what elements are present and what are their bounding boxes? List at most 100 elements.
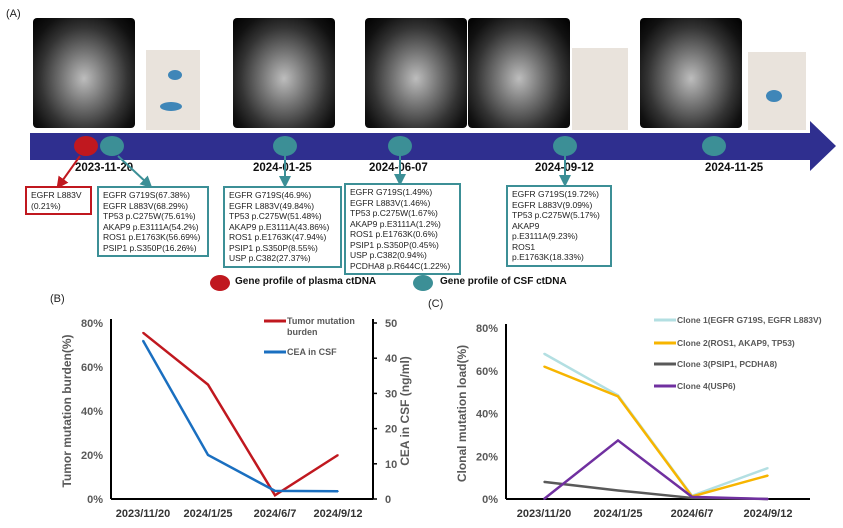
y-axis-title: Clonal mutation load(%) (455, 345, 469, 482)
timeline-arrowhead (810, 121, 836, 171)
y-tick-label: 80% (81, 318, 103, 330)
chart-b-tumor-burden-cea: 0% 20% 40% 60% 80% 2023/11/20 2024/1/25 2024/6/… (60, 316, 412, 520)
y2-tick-label: 40 (385, 353, 397, 365)
y-tick-label: 60% (476, 366, 498, 378)
mutation-line: AKAP9 p.E3111A(9.23%) (512, 220, 578, 242)
mutation-line: EGFR L883V(9.09%) (512, 199, 593, 210)
data-point (337, 490, 339, 493)
mri-image-2 (233, 18, 335, 128)
legend-label: Clone 3(PSIP1, PCDHA8) (677, 359, 777, 369)
csf-arrow (117, 155, 153, 189)
data-point (767, 467, 769, 469)
mutation-line: (0.21%) (31, 200, 61, 211)
data-point (617, 439, 619, 442)
csf-marker-4 (553, 136, 577, 156)
data-point (142, 331, 144, 334)
mutation-line: USP p.C382(27.37%) (229, 253, 311, 263)
mutation-line: TP53 p.C275W(51.48%) (229, 211, 322, 221)
mutation-line: EGFR L883V (31, 190, 82, 200)
data-point (543, 481, 545, 483)
csf-cytology-image-1 (146, 50, 200, 130)
x-tick-label: 2023/11/20 (517, 508, 571, 520)
y-axis-title: Tumor mutation burden(%) (60, 334, 74, 487)
mutation-line: EGFR L883V(49.84%) (229, 200, 315, 211)
mutation-line: PSIP1 p.S350P(16.26%) (103, 242, 197, 253)
mutation-line: AKAP9 p.E3111A(43.86%) (229, 221, 330, 232)
mri-image-1 (33, 18, 135, 128)
data-point (274, 494, 276, 497)
panel-label-c: (C) (428, 298, 444, 310)
x-tick-label: 2024/6/7 (671, 508, 714, 520)
x-tick-label: 2024/1/25 (184, 508, 233, 520)
x-tick-label: 2024/9/12 (314, 508, 363, 520)
legend-label: Clone 4(USP6) (677, 381, 736, 391)
timeline-date: 2024-06-07 (369, 162, 428, 174)
plasma-arrow (56, 155, 81, 189)
series-line-1 (543, 352, 769, 498)
panel-label-a: (A) (6, 8, 21, 20)
csf-marker-1 (100, 136, 124, 156)
data-point (337, 454, 339, 456)
plasma-marker (74, 136, 98, 156)
legend-label: Tumor mutation burden (287, 316, 357, 337)
data-point (617, 395, 619, 398)
plasma-mutation-box: EGFR L883V (0.21%) (25, 186, 92, 215)
timeline-arrows (56, 155, 571, 189)
mutation-line: EGFR G719S(1.49%) (350, 187, 433, 197)
y-tick-label: 20% (476, 451, 498, 463)
mutation-line: PCDHA8 p.R644C(1.22%) (350, 260, 451, 271)
mri-image-4 (468, 18, 570, 128)
data-point (207, 454, 209, 456)
mutation-line: TP53 p.C275W(75.61%) (103, 211, 196, 221)
mutation-line: AKAP9 p.E3111A(54.2%) (103, 221, 199, 232)
y2-tick-label: 20 (385, 424, 397, 436)
series-line-2 (141, 339, 339, 493)
series-line-2 (543, 365, 769, 498)
mutation-line: AKAP9 p.E3111A(1.2%) (350, 218, 441, 229)
y2-tick-label: 10 (385, 459, 397, 471)
y-tick-label: 0% (87, 494, 103, 506)
y2-tick-label: 50 (385, 318, 397, 330)
y-tick-label: 20% (81, 450, 103, 462)
mutation-line: PSIP1 p.S350P(8.55%) (229, 242, 318, 253)
x-tick-label: 2024/9/12 (744, 508, 793, 520)
mutation-line: EGFR L883V(68.29%) (103, 200, 189, 211)
timeline-date: 2024-11-25 (705, 162, 764, 174)
timeline-bar (30, 133, 812, 160)
data-point (142, 339, 144, 342)
csf-legend-label: Gene profile of CSF ctDNA (440, 276, 567, 287)
data-point (543, 352, 545, 355)
data-point (691, 496, 693, 498)
data-point (543, 365, 545, 368)
data-point (274, 490, 276, 492)
y2-tick-label: 30 (385, 388, 397, 400)
series-line-4 (543, 438, 769, 501)
csf-marker-3 (388, 136, 412, 156)
mutation-line: EGFR G719S(19.72%) (512, 189, 599, 199)
x-tick-label: 2024/1/25 (594, 508, 643, 520)
csf-mutation-box: EGFR G719S(67.38%) EGFR L883V(68.29%) TP53… (97, 186, 209, 257)
mutation-line: EGFR L883V(1.46%) (350, 197, 431, 208)
data-point (207, 383, 209, 386)
chart-c-clonal-load: 0% 20% 40% 60% 80% 2023/11/20 2024/1/25 2024/6/… (455, 315, 822, 520)
data-point (767, 474, 769, 477)
mutation-line: USP p.C382(0.94%) (350, 250, 427, 260)
data-point (767, 498, 769, 500)
csf-marker-5 (702, 136, 726, 156)
mutation-line: ROS1 p.E1763K(18.33%) (512, 241, 584, 263)
y2-tick-label: 0 (385, 494, 391, 506)
timeline-date: 2024-01-25 (253, 162, 312, 174)
mutation-line: ROS1 p.E1763K(56.69%) (103, 232, 201, 242)
y-tick-label: 40% (476, 409, 498, 421)
timeline-date: 2023-11-20 (75, 162, 134, 174)
panel-label-b: (B) (50, 293, 65, 305)
mutation-line: ROS1 p.E1763K(47.94%) (229, 232, 327, 242)
data-point (543, 498, 545, 500)
series-line-1 (142, 331, 339, 498)
mri-image-3 (365, 18, 467, 128)
mutation-line: EGFR G719S(67.38%) (103, 190, 190, 200)
y-tick-label: 0% (482, 494, 498, 506)
csf-marker-2 (273, 136, 297, 156)
y2-axis-title: CEA in CSF (ng/ml) (398, 356, 412, 466)
